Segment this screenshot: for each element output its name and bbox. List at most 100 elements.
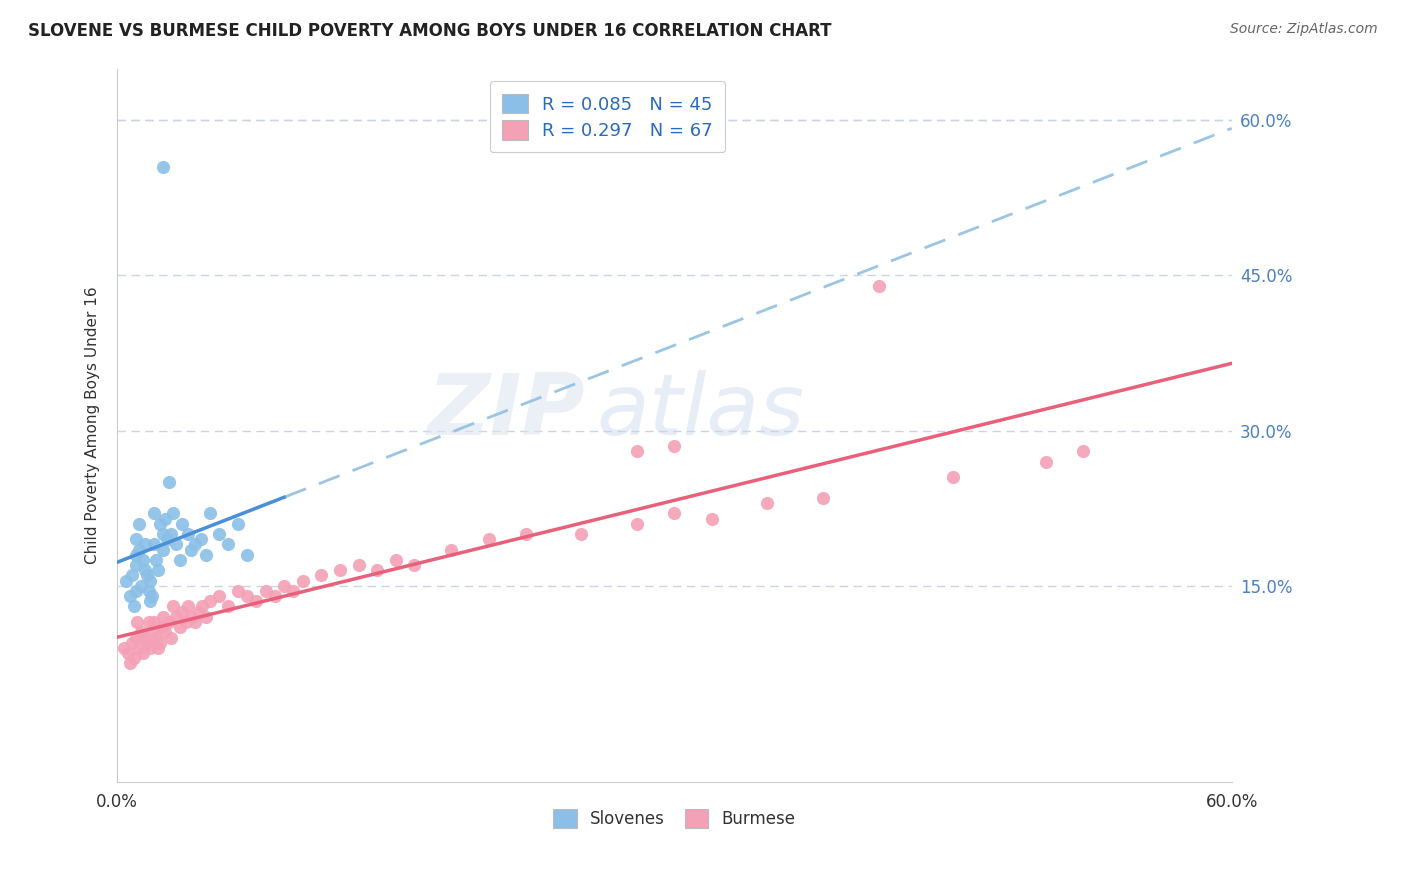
Point bbox=[160, 631, 183, 645]
Point bbox=[139, 594, 162, 608]
Point bbox=[226, 584, 249, 599]
Point bbox=[124, 558, 146, 573]
Point bbox=[149, 636, 172, 650]
Point bbox=[404, 558, 426, 573]
Point bbox=[152, 160, 174, 174]
Point bbox=[124, 548, 146, 562]
Point bbox=[217, 537, 239, 551]
Point bbox=[160, 527, 183, 541]
Point bbox=[1035, 455, 1057, 469]
Point bbox=[117, 646, 139, 660]
Point bbox=[440, 542, 463, 557]
Point bbox=[132, 646, 155, 660]
Point bbox=[198, 507, 221, 521]
Point bbox=[124, 631, 146, 645]
Point bbox=[366, 563, 388, 577]
Point bbox=[165, 537, 187, 551]
Point bbox=[145, 631, 167, 645]
Point bbox=[347, 558, 370, 573]
Point bbox=[139, 574, 162, 588]
Point bbox=[169, 620, 191, 634]
Point bbox=[135, 568, 157, 582]
Point bbox=[174, 615, 197, 629]
Point bbox=[195, 610, 218, 624]
Point bbox=[311, 568, 333, 582]
Point bbox=[811, 491, 834, 505]
Point bbox=[150, 620, 173, 634]
Point bbox=[135, 636, 157, 650]
Point bbox=[118, 589, 141, 603]
Point bbox=[226, 516, 249, 531]
Point bbox=[157, 475, 180, 490]
Point bbox=[264, 589, 287, 603]
Text: ZIP: ZIP bbox=[427, 369, 585, 452]
Point bbox=[756, 496, 779, 510]
Point bbox=[152, 527, 174, 541]
Point bbox=[208, 527, 231, 541]
Point bbox=[149, 516, 172, 531]
Point bbox=[198, 594, 221, 608]
Point bbox=[236, 548, 259, 562]
Point bbox=[217, 599, 239, 614]
Text: Source: ZipAtlas.com: Source: ZipAtlas.com bbox=[1230, 22, 1378, 37]
Y-axis label: Child Poverty Among Boys Under 16: Child Poverty Among Boys Under 16 bbox=[86, 286, 100, 565]
Point bbox=[128, 516, 150, 531]
Point bbox=[169, 553, 191, 567]
Point bbox=[208, 589, 231, 603]
Point bbox=[664, 507, 686, 521]
Point bbox=[128, 542, 150, 557]
Point bbox=[184, 537, 207, 551]
Point bbox=[124, 584, 146, 599]
Point bbox=[112, 640, 135, 655]
Point bbox=[195, 548, 218, 562]
Point bbox=[155, 511, 177, 525]
Point bbox=[1071, 444, 1094, 458]
Point bbox=[187, 605, 209, 619]
Point bbox=[129, 579, 152, 593]
Point bbox=[191, 599, 214, 614]
Point bbox=[626, 444, 648, 458]
Point bbox=[121, 568, 143, 582]
Point bbox=[477, 533, 499, 547]
Point bbox=[184, 615, 207, 629]
Point bbox=[139, 640, 162, 655]
Point bbox=[236, 589, 259, 603]
Point bbox=[141, 589, 163, 603]
Point bbox=[162, 599, 184, 614]
Point bbox=[143, 537, 166, 551]
Point bbox=[165, 610, 187, 624]
Point bbox=[146, 563, 169, 577]
Point bbox=[571, 527, 593, 541]
Point bbox=[176, 599, 198, 614]
Point bbox=[146, 640, 169, 655]
Point bbox=[143, 615, 166, 629]
Point bbox=[664, 439, 686, 453]
Point bbox=[515, 527, 537, 541]
Point bbox=[329, 563, 352, 577]
Point bbox=[141, 625, 163, 640]
Point bbox=[245, 594, 267, 608]
Point bbox=[129, 625, 152, 640]
Point bbox=[254, 584, 277, 599]
Point bbox=[283, 584, 305, 599]
Point bbox=[122, 599, 145, 614]
Point bbox=[134, 537, 156, 551]
Point bbox=[156, 533, 179, 547]
Point bbox=[138, 584, 160, 599]
Point bbox=[118, 657, 141, 671]
Point bbox=[115, 574, 138, 588]
Point bbox=[190, 533, 212, 547]
Point bbox=[384, 553, 406, 567]
Text: SLOVENE VS BURMESE CHILD POVERTY AMONG BOYS UNDER 16 CORRELATION CHART: SLOVENE VS BURMESE CHILD POVERTY AMONG B… bbox=[28, 22, 831, 40]
Point bbox=[152, 542, 174, 557]
Point bbox=[942, 470, 965, 484]
Point bbox=[132, 553, 155, 567]
Point bbox=[170, 605, 193, 619]
Point bbox=[868, 278, 890, 293]
Point bbox=[124, 533, 146, 547]
Point bbox=[134, 631, 156, 645]
Point bbox=[128, 640, 150, 655]
Point bbox=[143, 507, 166, 521]
Point bbox=[138, 615, 160, 629]
Point bbox=[155, 625, 177, 640]
